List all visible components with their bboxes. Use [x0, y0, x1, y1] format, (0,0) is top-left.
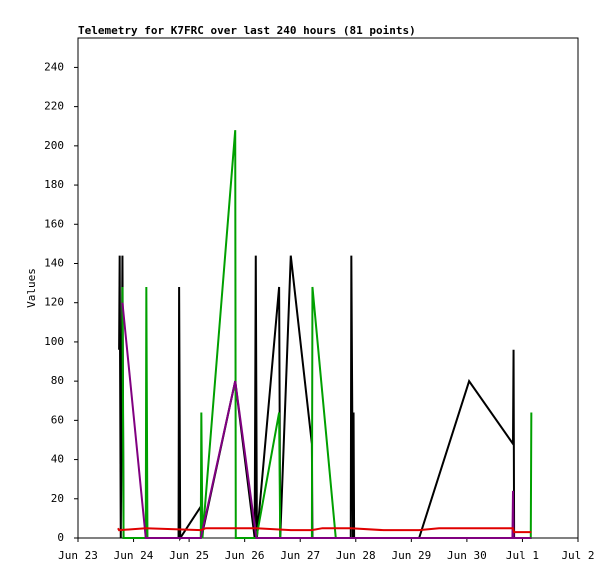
series-line — [121, 302, 532, 539]
x-tick-label: Jul 1 — [506, 549, 539, 562]
y-tick-label: 200 — [44, 139, 64, 152]
x-tick-label: Jun 28 — [336, 549, 376, 562]
chart-title: Telemetry for K7FRC over last 240 hours … — [78, 24, 416, 37]
y-tick-label: 120 — [44, 296, 64, 309]
y-tick-label: 140 — [44, 256, 64, 269]
series-line — [121, 130, 533, 539]
y-tick-label: 160 — [44, 217, 64, 230]
x-tick-label: Jun 30 — [447, 549, 487, 562]
series-line — [118, 255, 516, 542]
y-tick-label: 80 — [51, 374, 64, 387]
y-tick-label: 60 — [51, 413, 64, 426]
y-tick-label: 180 — [44, 178, 64, 191]
y-axis-label: Values — [25, 268, 38, 308]
x-tick-label: Jul 2 — [561, 549, 594, 562]
x-tick-label: Jun 26 — [225, 549, 265, 562]
x-tick-label: Jun 27 — [280, 549, 320, 562]
x-tick-label: Jun 23 — [58, 549, 98, 562]
y-tick-label: 20 — [51, 492, 64, 505]
x-tick-label: Jun 29 — [391, 549, 431, 562]
y-tick-label: 0 — [57, 531, 64, 544]
x-tick-label: Jun 24 — [114, 549, 154, 562]
x-tick-label: Jun 25 — [169, 549, 209, 562]
series-line — [117, 527, 532, 534]
y-tick-label: 100 — [44, 335, 64, 348]
y-tick-label: 40 — [51, 453, 64, 466]
y-tick-label: 220 — [44, 100, 64, 113]
y-tick-label: 240 — [44, 60, 64, 73]
